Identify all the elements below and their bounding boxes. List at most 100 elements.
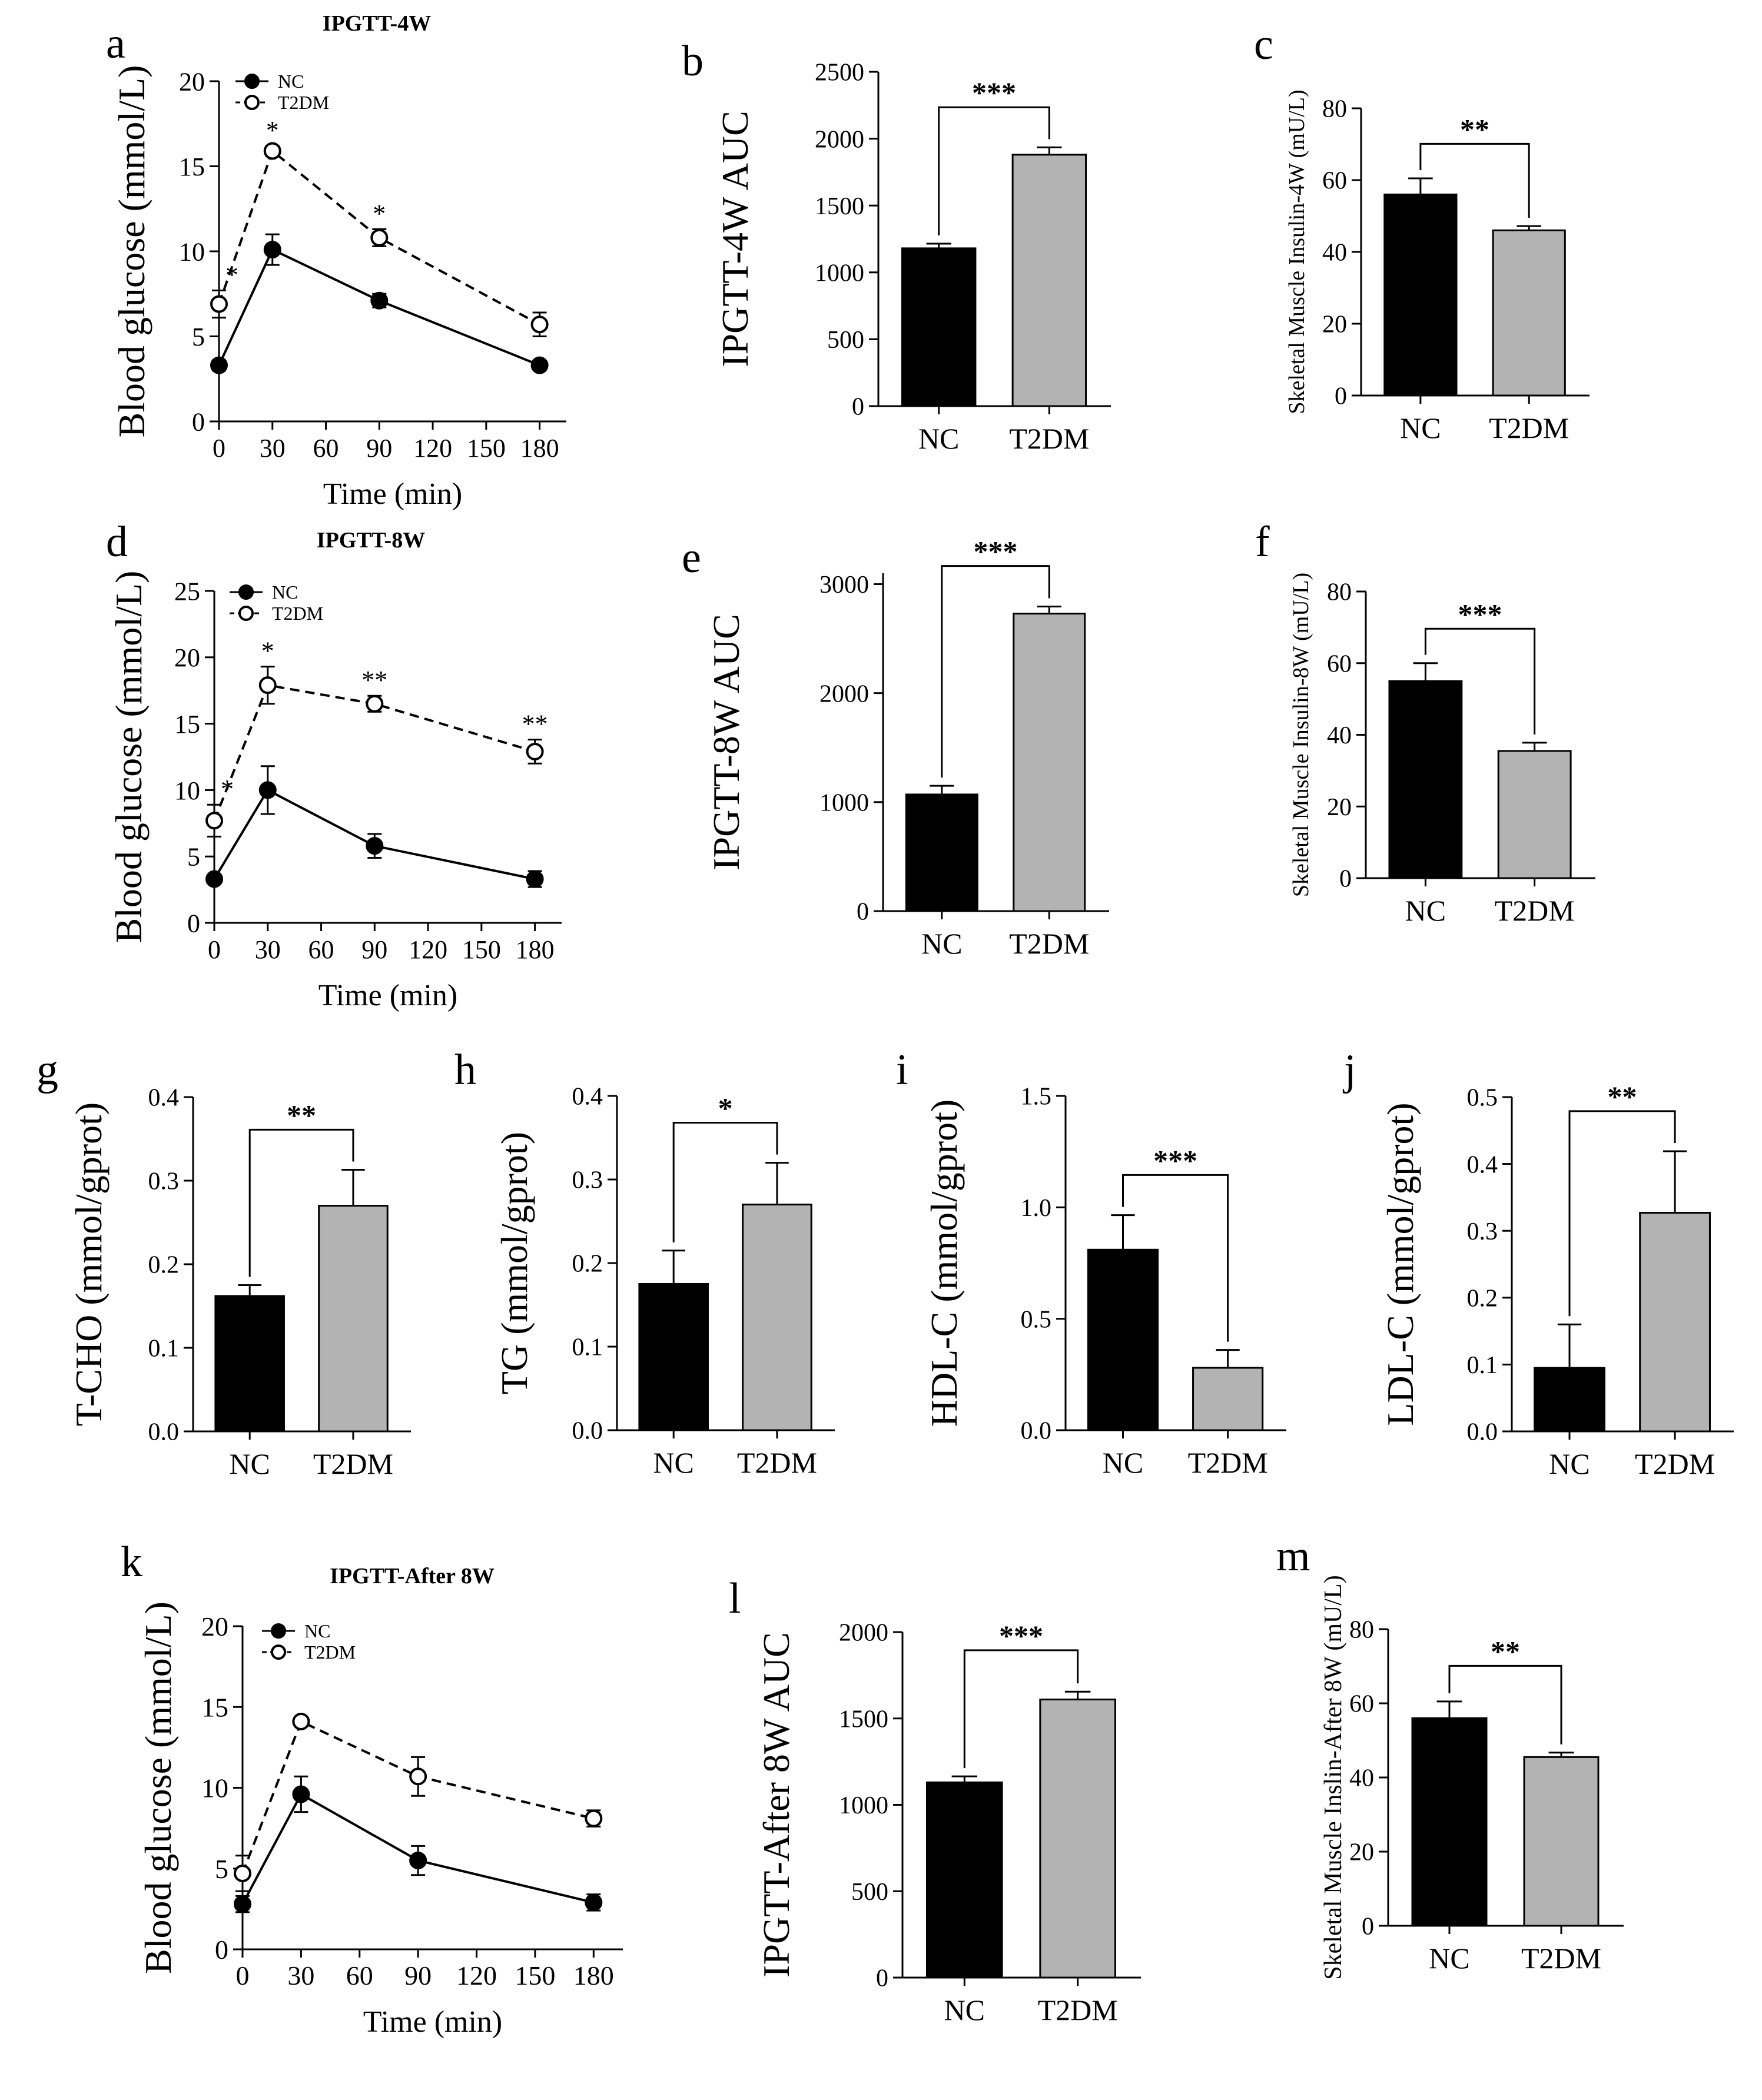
y-tick-label: 0.1 [148, 1335, 180, 1363]
significance-marker: ** [1608, 1080, 1637, 1113]
x-tick-label: 90 [404, 1961, 432, 1991]
y-tick-label: 0.1 [572, 1334, 603, 1361]
data-point-t2dm [258, 676, 277, 695]
x-tick-label: T2DM [1038, 1993, 1118, 2026]
y-tick-label: 20 [1349, 1839, 1374, 1866]
x-tick-label: 60 [346, 1961, 373, 1991]
data-point-nc [585, 1893, 603, 1912]
x-tick-label: T2DM [1495, 894, 1575, 927]
x-tick-label: 90 [366, 434, 392, 463]
significance-marker: * [221, 775, 234, 803]
series-line-t2dm [213, 683, 536, 822]
data-point-nc [258, 781, 277, 799]
significance-marker: *** [974, 535, 1018, 568]
data-point-nc [409, 1852, 427, 1870]
bar-t2dm [1492, 229, 1566, 397]
y-tick-label: 0.5 [1021, 1306, 1052, 1333]
bar-nc [1383, 193, 1458, 397]
bar-t2dm [1192, 1367, 1264, 1431]
data-point-nc [370, 291, 389, 310]
chart-title: IPGTT-4W [323, 11, 431, 36]
y-tick-label: 80 [1327, 579, 1352, 606]
y-tick-label: 2000 [815, 126, 864, 153]
data-point-t2dm [409, 1767, 427, 1786]
y-tick-label: 0.2 [148, 1252, 180, 1279]
legend-marker [271, 1623, 286, 1639]
y-tick-label: 0 [215, 1935, 228, 1965]
legend-marker [244, 74, 260, 89]
data-point-t2dm [585, 1809, 603, 1827]
significance-bracket [1122, 1174, 1229, 1342]
x-axis-label: Time (min) [318, 979, 457, 1012]
bar-t2dm [1639, 1212, 1711, 1433]
y-tick-label: 1500 [815, 193, 864, 220]
y-tick-label: 1.5 [1021, 1084, 1052, 1111]
x-tick-label: 60 [313, 434, 339, 463]
bar-nc [905, 793, 978, 912]
legend-marker [238, 606, 254, 621]
x-tick-label: NC [1103, 1446, 1143, 1479]
x-tick-label: NC [653, 1446, 693, 1479]
significance-marker: *** [1458, 597, 1502, 630]
y-tick-label: 60 [1327, 650, 1352, 677]
x-tick-label: NC [1549, 1447, 1590, 1480]
x-tick-label: T2DM [1009, 422, 1089, 455]
y-axis-label: Skeletal Muscle Inslin-After 8W (mU/L) [1320, 1575, 1347, 1979]
y-tick-label: 0 [187, 909, 200, 938]
x-tick-label: T2DM [313, 1447, 393, 1480]
y-axis-label: T-CHO (mmol/gprot) [68, 1102, 109, 1427]
x-tick-label: NC [944, 1993, 985, 2026]
significance-bracket [1424, 627, 1536, 735]
bar-nc [638, 1283, 709, 1431]
x-tick-label: T2DM [1009, 927, 1089, 960]
y-tick-label: 10 [174, 776, 200, 805]
y-tick-label: 20 [1322, 311, 1347, 338]
significance-bracket [941, 565, 1050, 778]
y-tick-label: 40 [1322, 240, 1347, 267]
x-tick-label: T2DM [1489, 411, 1569, 444]
y-tick-label: 60 [1322, 168, 1347, 195]
y-tick-label: 10 [201, 1773, 228, 1803]
significance-marker: *** [999, 1619, 1043, 1652]
y-tick-label: 0 [857, 899, 869, 926]
data-point-nc [366, 837, 384, 855]
significance-bracket [672, 1121, 778, 1242]
x-axis-label: Time (min) [323, 477, 462, 511]
y-tick-label: 0.4 [148, 1085, 180, 1112]
x-axis-label: Time (min) [363, 2005, 502, 2039]
y-tick-label: 2000 [819, 680, 869, 707]
y-axis-label: Blood glucose (mmol/L) [137, 1601, 179, 1974]
series-line-t2dm [218, 149, 540, 326]
x-tick-label: 0 [208, 935, 221, 964]
legend-marker [271, 1644, 286, 1660]
significance-bracket [248, 1128, 354, 1277]
legend-label: T2DM [278, 92, 329, 113]
x-tick-label: 150 [515, 1961, 555, 1991]
panel-c: 0 20 40 60 80 Skeletal Muscle Insulin-4W (mU/… [1254, 21, 1590, 444]
y-tick-label: 0.4 [1467, 1151, 1498, 1178]
panel-label: c [1254, 21, 1273, 69]
panel-label: g [36, 1046, 58, 1094]
bar-nc [1388, 680, 1463, 879]
data-point-nc [234, 1895, 251, 1913]
y-tick-label: 60 [1349, 1691, 1374, 1718]
significance-marker: * [261, 637, 274, 666]
y-tick-label: 500 [851, 1879, 888, 1906]
y-tick-label: 0 [876, 1965, 888, 1992]
y-tick-label: 0.4 [572, 1084, 603, 1111]
x-tick-label: 120 [409, 935, 447, 964]
y-tick-label: 2500 [815, 59, 864, 87]
significance-bracket [938, 106, 1050, 235]
data-point-nc [263, 241, 281, 259]
panel-a: 0 5 10 15 20 Blood glucose (mmol/L)a 0 30 60 90 12… [106, 11, 566, 511]
data-point-t2dm [263, 142, 281, 160]
data-point-t2dm [526, 742, 544, 760]
panel-label: l [729, 1574, 741, 1623]
panel-label: i [896, 1046, 908, 1094]
significance-marker: *** [972, 76, 1016, 109]
bar-nc [214, 1295, 285, 1433]
panel-i: 0.0 0.5 1.0 1.5 HDL-C (mmol/gprot) i NC T2DM *** [896, 1046, 1286, 1479]
y-tick-label: 500 [827, 327, 864, 354]
